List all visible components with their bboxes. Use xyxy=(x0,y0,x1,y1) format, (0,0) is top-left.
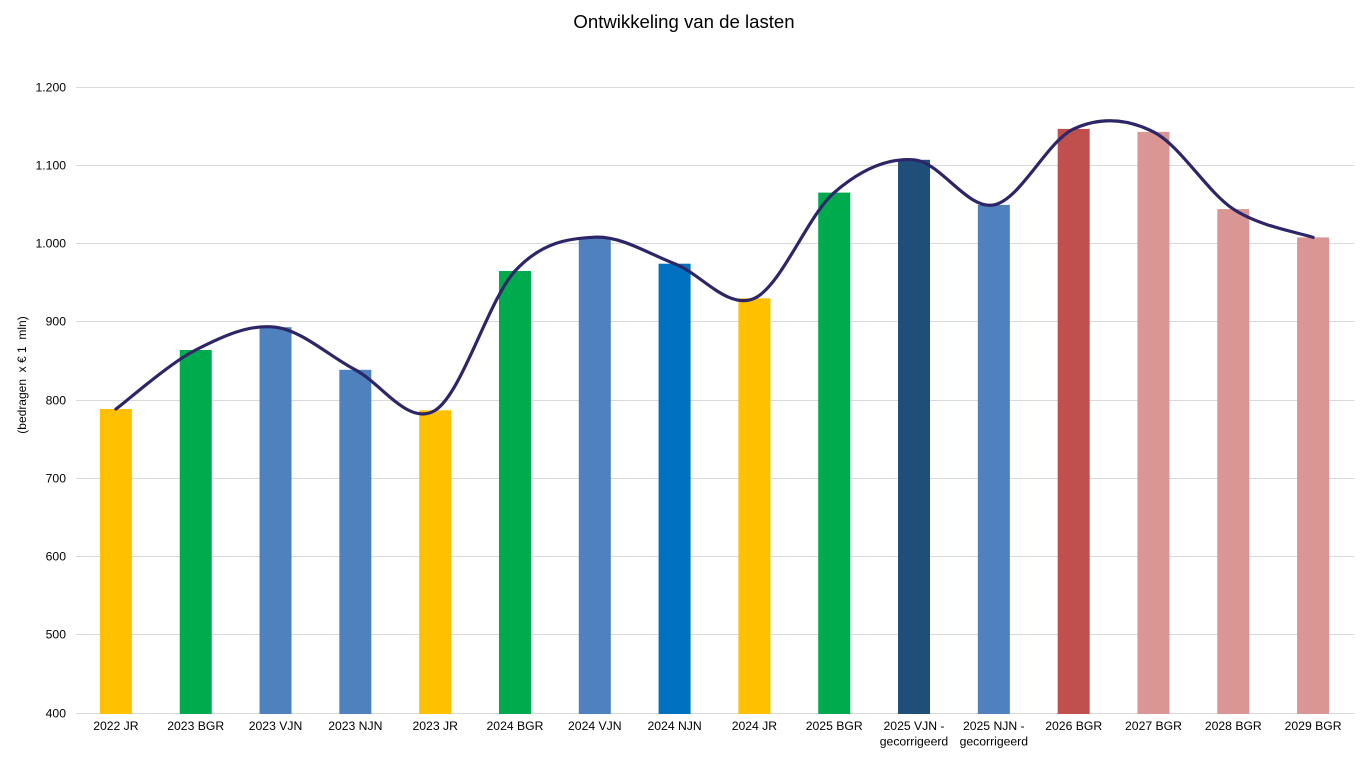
svg-text:2024 VJN: 2024 VJN xyxy=(568,719,622,733)
svg-text:600: 600 xyxy=(46,549,67,563)
svg-text:2029 BGR: 2029 BGR xyxy=(1285,719,1342,733)
svg-text:2025 BGR: 2025 BGR xyxy=(806,719,863,733)
svg-text:2023 VJN: 2023 VJN xyxy=(249,719,303,733)
svg-text:1.000: 1.000 xyxy=(36,236,67,250)
svg-text:2025 VJN -: 2025 VJN - xyxy=(884,719,945,733)
svg-text:2024 BGR: 2024 BGR xyxy=(487,719,544,733)
svg-text:800: 800 xyxy=(46,393,67,407)
svg-text:Ontwikkeling van de lasten: Ontwikkeling van de lasten xyxy=(573,11,794,32)
svg-text:400: 400 xyxy=(46,706,67,720)
svg-text:1.100: 1.100 xyxy=(36,158,67,172)
svg-text:2024 JR: 2024 JR xyxy=(732,719,778,733)
svg-text:gecorrigeerd: gecorrigeerd xyxy=(880,735,948,749)
svg-text:2028 BGR: 2028 BGR xyxy=(1205,719,1262,733)
svg-text:2024 NJN: 2024 NJN xyxy=(647,719,701,733)
svg-text:1.200: 1.200 xyxy=(36,80,67,94)
svg-text:2023 NJN: 2023 NJN xyxy=(328,719,382,733)
svg-text:gecorrigeerd: gecorrigeerd xyxy=(960,735,1028,749)
svg-text:2025 NJN -: 2025 NJN - xyxy=(963,719,1025,733)
svg-text:900: 900 xyxy=(46,314,67,328)
svg-text:(bedragen x € 1 mln): (bedragen x € 1 mln) xyxy=(15,316,29,433)
svg-text:500: 500 xyxy=(46,627,67,641)
svg-text:2022 JR: 2022 JR xyxy=(93,719,139,733)
svg-text:2023 BGR: 2023 BGR xyxy=(167,719,224,733)
svg-text:2026 BGR: 2026 BGR xyxy=(1045,719,1102,733)
svg-text:2023 JR: 2023 JR xyxy=(412,719,458,733)
svg-text:2027 BGR: 2027 BGR xyxy=(1125,719,1182,733)
svg-text:700: 700 xyxy=(46,471,67,485)
